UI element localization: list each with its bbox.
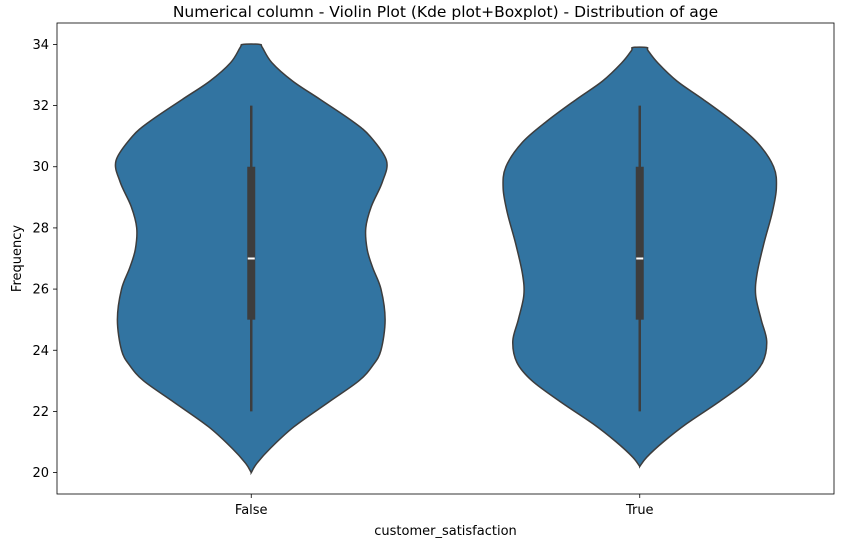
y-tick-label: 20 bbox=[32, 466, 49, 481]
x-axis: False True bbox=[235, 494, 654, 518]
iqr-box bbox=[247, 166, 256, 320]
y-tick-label: 32 bbox=[32, 99, 49, 114]
y-tick-label: 30 bbox=[32, 160, 49, 175]
y-tick-label: 26 bbox=[32, 283, 49, 298]
y-tick-label: 24 bbox=[32, 344, 49, 359]
y-tick-label: 22 bbox=[32, 405, 49, 420]
y-axis-label: Frequency bbox=[10, 225, 25, 292]
x-tick-label: True bbox=[625, 503, 654, 518]
y-tick-label: 28 bbox=[32, 221, 49, 236]
y-tick-label: 34 bbox=[32, 38, 49, 53]
chart-title: Numerical column - Violin Plot (Kde plot… bbox=[173, 3, 718, 21]
violins-layer bbox=[114, 43, 778, 476]
iqr-box bbox=[635, 166, 644, 320]
y-axis: 20 22 24 26 28 30 32 34 bbox=[32, 38, 57, 481]
x-tick-label: False bbox=[235, 503, 268, 518]
x-axis-label: customer_satisfaction bbox=[374, 524, 517, 539]
plot-frame bbox=[56, 22, 835, 495]
